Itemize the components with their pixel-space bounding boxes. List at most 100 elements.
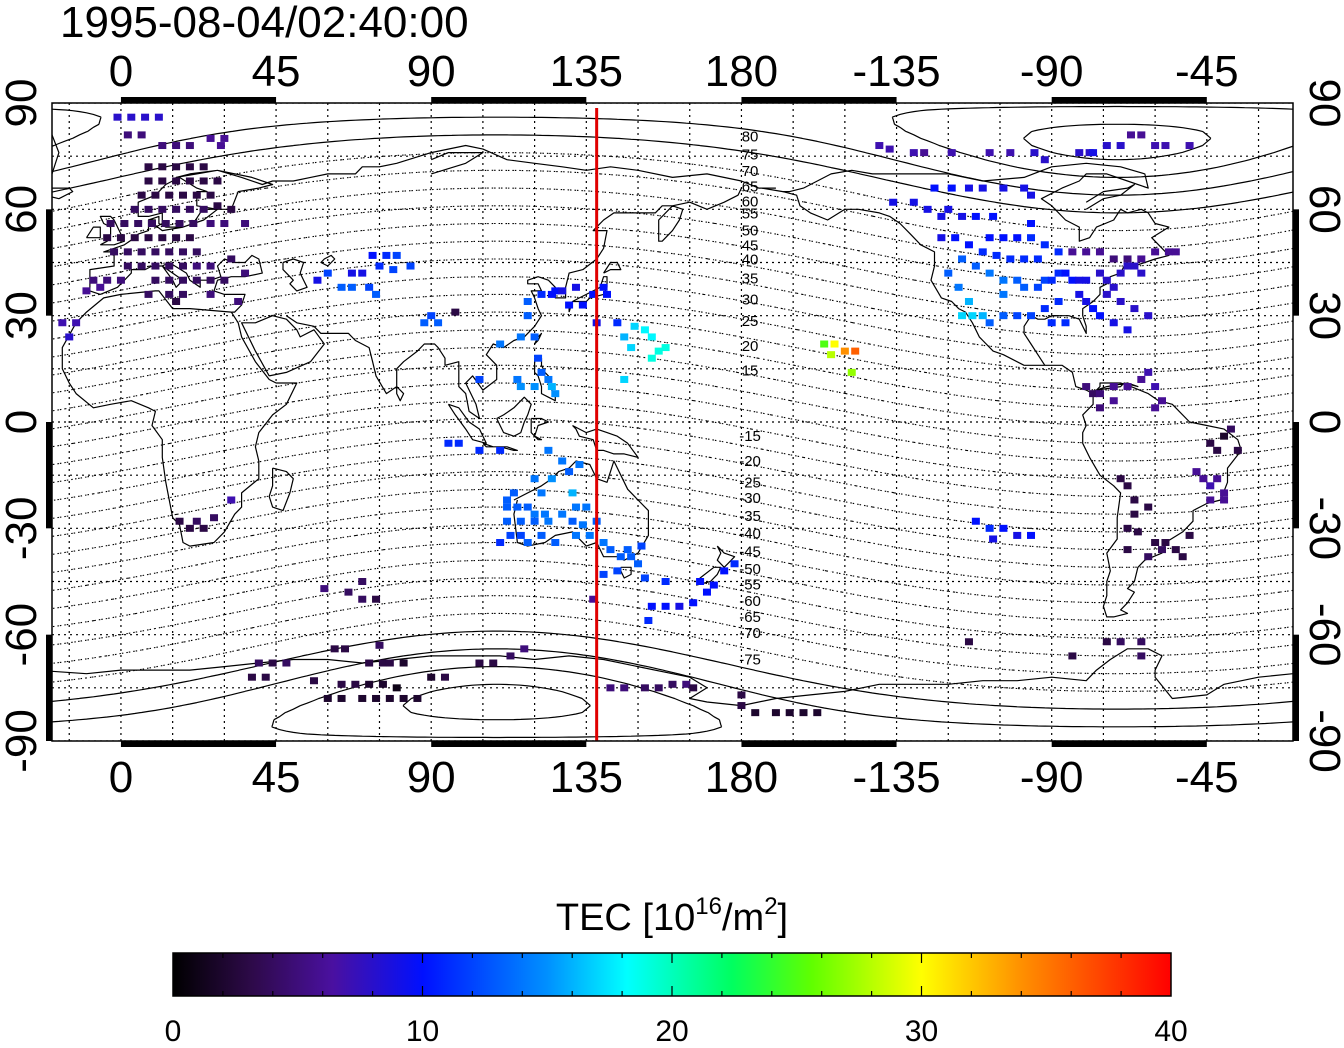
coastline xyxy=(282,258,308,292)
tec-point xyxy=(516,383,525,391)
tec-point xyxy=(1075,149,1084,157)
tec-point xyxy=(192,517,201,525)
right-axis-tick-label: 60 xyxy=(1300,185,1344,234)
tec-point xyxy=(589,290,598,298)
tec-point xyxy=(971,517,980,525)
tec-point xyxy=(147,220,156,228)
tec-point xyxy=(1030,149,1039,157)
left-axis-tick-label: 60 xyxy=(0,185,46,234)
tec-point xyxy=(654,684,663,692)
tec-point xyxy=(627,344,636,352)
tec-point xyxy=(820,340,829,348)
tec-point xyxy=(1126,131,1135,139)
tec-point xyxy=(213,202,222,210)
tec-point xyxy=(630,322,639,330)
tec-point xyxy=(1130,496,1139,504)
contour-label: -55 xyxy=(739,576,761,593)
tec-point xyxy=(120,220,129,228)
tec-point xyxy=(599,539,608,547)
tec-point xyxy=(185,205,194,213)
colorbar-tick-label: 30 xyxy=(905,1015,938,1048)
top-axis-tick-label: 45 xyxy=(252,47,301,96)
mlat-contour xyxy=(52,559,1293,639)
tec-point xyxy=(365,659,374,667)
tec-point xyxy=(347,269,356,277)
colorbar-tick-label: 0 xyxy=(165,1015,182,1048)
tec-point xyxy=(234,297,243,305)
tec-point xyxy=(323,694,332,702)
tec-point xyxy=(451,308,460,316)
tec-point xyxy=(985,269,994,277)
tec-point xyxy=(1161,142,1170,150)
tec-point xyxy=(199,163,208,171)
tec-point xyxy=(1040,276,1049,284)
tec-point xyxy=(241,220,250,228)
coastline xyxy=(286,187,742,420)
top-axis-tick-label: 180 xyxy=(705,47,778,96)
tec-point xyxy=(589,595,598,603)
tec-point xyxy=(1137,255,1146,263)
tec-point xyxy=(330,645,339,653)
tec-point xyxy=(151,276,160,284)
tec-point xyxy=(954,283,963,291)
bottom-axis-tick-label: 135 xyxy=(550,753,623,802)
tec-point xyxy=(930,184,939,192)
tec-point xyxy=(1137,638,1146,646)
tec-point xyxy=(1082,383,1091,391)
coastline xyxy=(572,424,639,458)
bottom-axis-tick-label: 180 xyxy=(705,753,778,802)
tec-point xyxy=(1027,531,1036,539)
tec-point xyxy=(137,191,146,199)
tec-point xyxy=(399,694,408,702)
tec-point xyxy=(964,297,973,305)
tec-point xyxy=(1068,276,1077,284)
mlat-contour xyxy=(52,488,1293,568)
tec-point xyxy=(509,489,518,497)
tec-point xyxy=(165,276,174,284)
tec-point xyxy=(771,709,780,717)
contour-label: -15 xyxy=(739,428,761,445)
tec-point xyxy=(830,340,839,348)
tec-point xyxy=(585,531,594,539)
tec-point xyxy=(978,184,987,192)
tec-point xyxy=(137,248,146,256)
mlat-contour xyxy=(52,329,1293,409)
coastline xyxy=(430,152,484,175)
tec-point xyxy=(375,641,384,649)
tec-point xyxy=(958,255,967,263)
tec-point xyxy=(668,680,677,688)
tec-point xyxy=(958,312,967,320)
tec-point xyxy=(489,659,498,667)
tec-point xyxy=(1109,397,1118,405)
tec-point xyxy=(154,113,163,121)
tec-point xyxy=(720,567,729,575)
tec-point xyxy=(185,524,194,532)
contour-label: 70 xyxy=(742,163,759,180)
tec-point xyxy=(1185,142,1194,150)
tec-point xyxy=(227,205,236,213)
tec-point xyxy=(130,234,139,242)
mlat-contour xyxy=(52,205,1293,285)
tec-point xyxy=(144,234,153,242)
tec-point xyxy=(516,517,525,525)
tec-point xyxy=(137,262,146,270)
tec-point xyxy=(1158,546,1167,554)
contour-label: 30 xyxy=(742,292,759,309)
contour-label: -30 xyxy=(739,490,761,507)
colorbar-ticks: 0 10 20 30 40 xyxy=(165,953,1188,1048)
contour-label: -40 xyxy=(739,526,761,543)
tec-point xyxy=(709,581,718,589)
left-axis-tick-label: 30 xyxy=(0,291,46,340)
contour-label: 45 xyxy=(742,237,759,254)
tec-point xyxy=(978,312,987,320)
tec-point xyxy=(534,354,543,362)
tec-point xyxy=(885,145,894,153)
tec-point xyxy=(702,588,711,596)
tec-point xyxy=(1199,475,1208,483)
tec-point xyxy=(1040,305,1049,313)
tec-point xyxy=(1054,297,1063,305)
contour-label: -45 xyxy=(739,543,761,560)
tec-point xyxy=(344,588,353,596)
tec-point xyxy=(496,340,505,348)
tec-data-points xyxy=(58,113,1242,717)
